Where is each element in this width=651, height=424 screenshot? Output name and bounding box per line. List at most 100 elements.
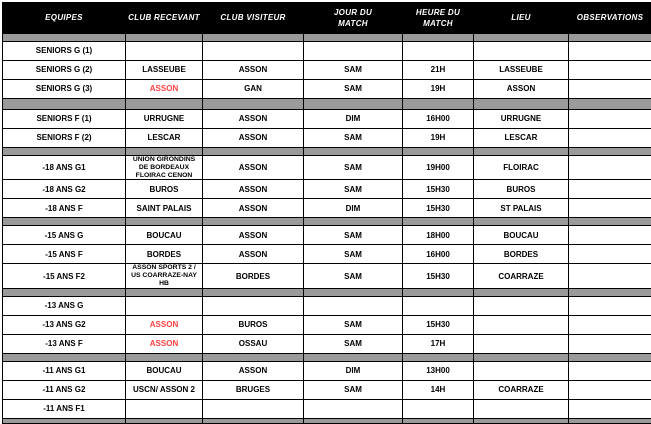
spacer-cell	[403, 218, 474, 226]
spacer-cell	[569, 148, 651, 156]
spacer-cell	[3, 218, 126, 226]
visiteur-cell	[203, 296, 304, 315]
lieu-cell: LESCAR	[474, 129, 569, 148]
obs-cell	[569, 296, 651, 315]
recevant-cell: BOUCAU	[126, 361, 203, 380]
column-header: LIEU	[474, 3, 569, 34]
jour-cell: SAM	[304, 264, 403, 288]
spacer-cell	[304, 148, 403, 156]
lieu-cell	[474, 42, 569, 61]
spacer-cell	[304, 218, 403, 226]
visiteur-cell: GAN	[203, 80, 304, 99]
obs-cell	[569, 245, 651, 264]
heure-cell: 19H	[403, 80, 474, 99]
equipe-cell: -18 ANS F	[3, 199, 126, 218]
heure-cell: 14H	[403, 380, 474, 399]
heure-cell: 18H00	[403, 226, 474, 245]
spacer-cell	[569, 34, 651, 42]
obs-cell	[569, 180, 651, 199]
spacer-cell	[126, 148, 203, 156]
spacer-cell	[474, 353, 569, 361]
recevant-cell: UNION GIRONDINS DE BORDEAUX FLOIRAC CENO…	[126, 156, 203, 180]
spacer-cell	[3, 353, 126, 361]
recevant-cell: URRUGNE	[126, 110, 203, 129]
visiteur-cell: ASSON	[203, 61, 304, 80]
section-spacer-row	[3, 418, 651, 423]
lieu-cell	[474, 296, 569, 315]
obs-cell	[569, 156, 651, 180]
obs-cell	[569, 399, 651, 418]
visiteur-cell: BORDES	[203, 264, 304, 288]
spacer-cell	[203, 353, 304, 361]
equipe-cell: SENIORS G (1)	[3, 42, 126, 61]
spacer-cell	[304, 353, 403, 361]
obs-cell	[569, 80, 651, 99]
visiteur-cell: ASSON	[203, 156, 304, 180]
obs-cell	[569, 226, 651, 245]
recevant-cell	[126, 399, 203, 418]
table-row: -13 ANS G	[3, 296, 651, 315]
spacer-cell	[126, 353, 203, 361]
spacer-cell	[3, 418, 126, 423]
spacer-cell	[403, 34, 474, 42]
recevant-cell: SAINT PALAIS	[126, 199, 203, 218]
heure-cell: 19H00	[403, 156, 474, 180]
obs-cell	[569, 129, 651, 148]
visiteur-cell: BUROS	[203, 315, 304, 334]
jour-cell: SAM	[304, 129, 403, 148]
jour-cell: SAM	[304, 80, 403, 99]
lieu-cell: COARRAZE	[474, 380, 569, 399]
column-header: CLUB VISITEUR	[203, 3, 304, 34]
visiteur-cell	[203, 42, 304, 61]
section-spacer-row	[3, 353, 651, 361]
equipe-cell: SENIORS G (2)	[3, 61, 126, 80]
heure-cell: 13H00	[403, 361, 474, 380]
lieu-cell: ASSON	[474, 80, 569, 99]
spacer-cell	[126, 418, 203, 423]
spacer-cell	[474, 148, 569, 156]
jour-cell	[304, 42, 403, 61]
visiteur-cell: ASSON	[203, 245, 304, 264]
equipe-cell: -13 ANS G	[3, 296, 126, 315]
spacer-cell	[126, 99, 203, 110]
recevant-cell: ASSON SPORTS 2 / US COARRAZE-NAY HB	[126, 264, 203, 288]
jour-cell: SAM	[304, 315, 403, 334]
lieu-cell: FLOIRAC	[474, 156, 569, 180]
obs-cell	[569, 315, 651, 334]
heure-cell	[403, 296, 474, 315]
equipe-cell: -18 ANS G1	[3, 156, 126, 180]
lieu-cell	[474, 334, 569, 353]
heure-cell	[403, 399, 474, 418]
heure-cell: 16H00	[403, 245, 474, 264]
recevant-cell: ASSON	[126, 315, 203, 334]
spacer-cell	[474, 99, 569, 110]
spacer-cell	[203, 218, 304, 226]
jour-cell: SAM	[304, 180, 403, 199]
spacer-cell	[569, 288, 651, 296]
lieu-cell: BOUCAU	[474, 226, 569, 245]
recevant-cell: BOUCAU	[126, 226, 203, 245]
column-header: EQUIPES	[3, 3, 126, 34]
column-header: OBSERVATIONS	[569, 3, 651, 34]
equipe-cell: -11 ANS F1	[3, 399, 126, 418]
equipe-cell: -11 ANS G2	[3, 380, 126, 399]
spacer-cell	[203, 34, 304, 42]
spacer-cell	[569, 218, 651, 226]
spacer-cell	[403, 99, 474, 110]
spacer-cell	[403, 353, 474, 361]
section-spacer-row	[3, 288, 651, 296]
lieu-cell: BUROS	[474, 180, 569, 199]
spacer-cell	[403, 288, 474, 296]
lieu-cell: LASSEUBE	[474, 61, 569, 80]
section-spacer-row	[3, 34, 651, 42]
jour-cell: SAM	[304, 245, 403, 264]
table-row: -11 ANS F1	[3, 399, 651, 418]
recevant-cell: BUROS	[126, 180, 203, 199]
